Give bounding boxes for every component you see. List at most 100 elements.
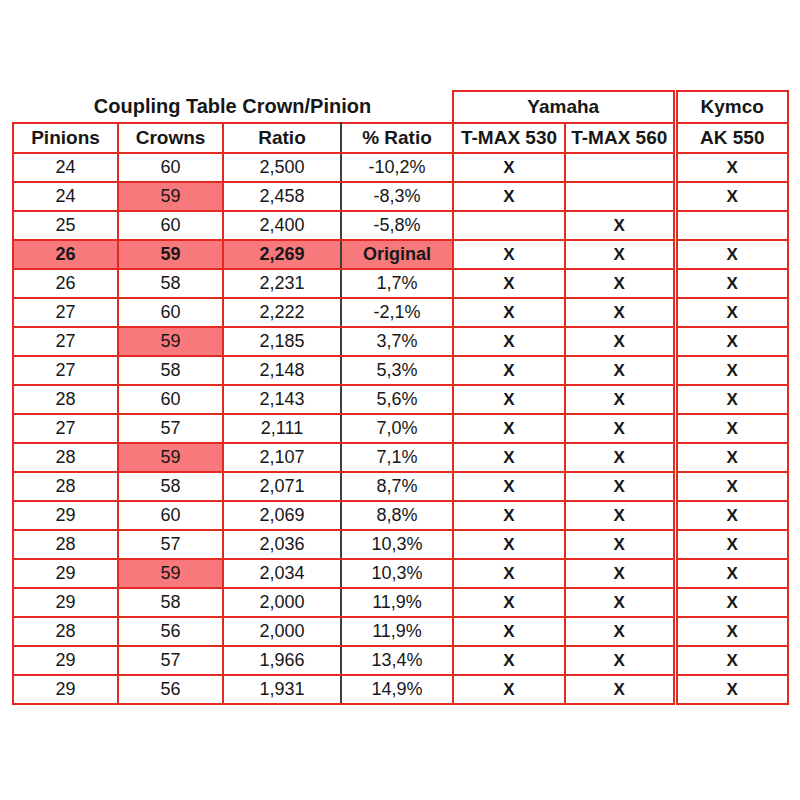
cell-tmax560: X: [565, 675, 675, 704]
col-header-pinions: Pinions: [13, 123, 118, 153]
cell-ak550: [675, 211, 788, 240]
table-row: 28592,1077,1%XXX: [13, 443, 788, 472]
cell-tmax560: [565, 153, 675, 182]
cell-pct-ratio: 7,0%: [341, 414, 453, 443]
cell-ak550: X: [675, 588, 788, 617]
cell-tmax530: X: [453, 327, 565, 356]
cell-pinions: 28: [13, 385, 118, 414]
table-row: 24602,500-10,2%XX: [13, 153, 788, 182]
cell-pinions: 29: [13, 559, 118, 588]
cell-ak550: X: [675, 675, 788, 704]
cell-pct-ratio: 11,9%: [341, 617, 453, 646]
table-row: 29602,0698,8%XXX: [13, 501, 788, 530]
cell-tmax560: X: [565, 327, 675, 356]
column-header-row: Pinions Crowns Ratio % Ratio T-MAX 530 T…: [13, 123, 788, 153]
cell-crowns: 57: [118, 414, 223, 443]
cell-crowns: 60: [118, 298, 223, 327]
cell-tmax530: X: [453, 182, 565, 211]
table-row: 29571,96613,4%XXX: [13, 646, 788, 675]
cell-ratio: 2,071: [223, 472, 341, 501]
cell-pinions: 27: [13, 356, 118, 385]
cell-ak550: X: [675, 298, 788, 327]
cell-crowns: 59: [118, 327, 223, 356]
cell-tmax560: X: [565, 530, 675, 559]
cell-ak550: X: [675, 501, 788, 530]
cell-ak550: X: [675, 327, 788, 356]
cell-pct-ratio: -8,3%: [341, 182, 453, 211]
cell-pinions: 29: [13, 588, 118, 617]
cell-pct-ratio: 14,9%: [341, 675, 453, 704]
cell-ak550: X: [675, 617, 788, 646]
cell-ratio: 2,143: [223, 385, 341, 414]
cell-crowns: 58: [118, 356, 223, 385]
cell-ratio: 2,069: [223, 501, 341, 530]
cell-pct-ratio: 8,8%: [341, 501, 453, 530]
cell-crowns: 60: [118, 211, 223, 240]
cell-ak550: X: [675, 356, 788, 385]
cell-ratio: 2,269: [223, 240, 341, 269]
cell-ak550: X: [675, 443, 788, 472]
cell-ak550: X: [675, 240, 788, 269]
table-row: 27572,1117,0%XXX: [13, 414, 788, 443]
table-row: 29582,00011,9%XXX: [13, 588, 788, 617]
table-row: 27592,1853,7%XXX: [13, 327, 788, 356]
cell-ratio: 2,458: [223, 182, 341, 211]
cell-tmax530: X: [453, 501, 565, 530]
cell-pct-ratio: 11,9%: [341, 588, 453, 617]
table-row: 28572,03610,3%XXX: [13, 530, 788, 559]
col-header-tmax530: T-MAX 530: [453, 123, 565, 153]
cell-tmax560: X: [565, 356, 675, 385]
cell-tmax560: X: [565, 646, 675, 675]
cell-ratio: 2,400: [223, 211, 341, 240]
cell-tmax530: X: [453, 617, 565, 646]
cell-pinions: 28: [13, 443, 118, 472]
cell-pct-ratio: 10,3%: [341, 530, 453, 559]
cell-crowns: 57: [118, 646, 223, 675]
col-header-crowns: Crowns: [118, 123, 223, 153]
cell-pct-ratio: 13,4%: [341, 646, 453, 675]
cell-pct-ratio: 5,6%: [341, 385, 453, 414]
cell-pinions: 29: [13, 675, 118, 704]
cell-crowns: 56: [118, 675, 223, 704]
cell-pinions: 28: [13, 617, 118, 646]
page: Coupling Table Crown/Pinion Yamaha Kymco…: [0, 0, 800, 800]
cell-pinions: 26: [13, 269, 118, 298]
cell-ratio: 2,222: [223, 298, 341, 327]
cell-tmax560: [565, 182, 675, 211]
cell-crowns: 59: [118, 559, 223, 588]
cell-pinions: 25: [13, 211, 118, 240]
cell-crowns: 58: [118, 472, 223, 501]
cell-crowns: 59: [118, 443, 223, 472]
cell-ratio: 2,231: [223, 269, 341, 298]
cell-tmax560: X: [565, 298, 675, 327]
table-row: 28582,0718,7%XXX: [13, 472, 788, 501]
cell-pinions: 29: [13, 501, 118, 530]
cell-tmax530: X: [453, 269, 565, 298]
cell-pinions: 26: [13, 240, 118, 269]
table-body: 24602,500-10,2%XX24592,458-8,3%XX25602,4…: [13, 153, 788, 704]
cell-tmax560: X: [565, 617, 675, 646]
cell-crowns: 60: [118, 385, 223, 414]
cell-crowns: 58: [118, 588, 223, 617]
cell-tmax530: X: [453, 414, 565, 443]
cell-crowns: 60: [118, 153, 223, 182]
cell-ak550: X: [675, 269, 788, 298]
cell-tmax530: X: [453, 240, 565, 269]
cell-tmax530: X: [453, 559, 565, 588]
cell-ratio: 2,111: [223, 414, 341, 443]
cell-pct-ratio: 8,7%: [341, 472, 453, 501]
coupling-table: Coupling Table Crown/Pinion Yamaha Kymco…: [12, 90, 789, 705]
cell-pct-ratio: -5,8%: [341, 211, 453, 240]
cell-pct-ratio: Original: [341, 240, 453, 269]
cell-tmax560: X: [565, 588, 675, 617]
cell-ak550: X: [675, 472, 788, 501]
cell-ak550: X: [675, 153, 788, 182]
cell-ak550: X: [675, 646, 788, 675]
cell-tmax530: X: [453, 675, 565, 704]
cell-crowns: 59: [118, 240, 223, 269]
cell-ak550: X: [675, 385, 788, 414]
cell-ratio: 2,107: [223, 443, 341, 472]
group-header-row: Coupling Table Crown/Pinion Yamaha Kymco: [13, 91, 788, 123]
cell-pinions: 28: [13, 530, 118, 559]
cell-crowns: 56: [118, 617, 223, 646]
